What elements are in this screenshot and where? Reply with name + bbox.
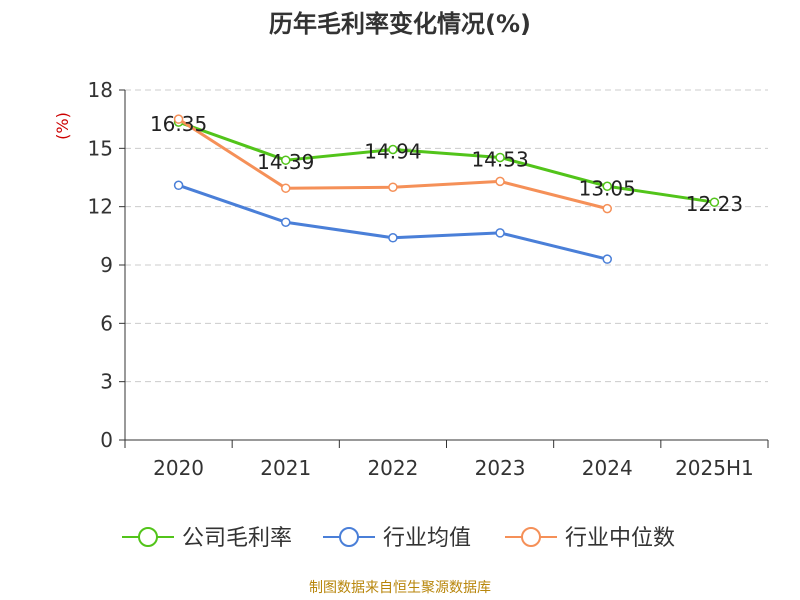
series-lines (173, 114, 720, 264)
x-tick-label: 2024 (582, 456, 633, 480)
legend-marker (521, 527, 541, 547)
legend-label: 行业均值 (383, 526, 471, 551)
x-tick-label: 2022 (367, 456, 418, 480)
data-point (709, 197, 720, 207)
series-line (178, 120, 715, 204)
y-tick-label: 9 (100, 253, 113, 277)
data-point (388, 233, 398, 243)
series-line (178, 183, 608, 261)
data-labels: 16.35 14.39 14.94 14.53 13.05 12.23 (150, 112, 743, 216)
data-point (602, 203, 612, 214)
x-tick-label: 2020 (153, 456, 204, 480)
data-point (388, 182, 398, 192)
series-line (177, 117, 608, 211)
data-point (173, 114, 184, 124)
legend-label: 行业中位数 (565, 526, 675, 551)
data-point (495, 152, 505, 163)
data-point (281, 183, 291, 193)
x-tick-label: 2021 (260, 456, 311, 480)
y-tick-label: 6 (100, 311, 113, 335)
axes: 0 3 6 9 12 15 18 2020 2021 2022 2023 2024 2025H1 (%) (53, 78, 769, 480)
y-tick-label: 3 (100, 370, 113, 394)
data-label: 14.53 (471, 147, 528, 171)
data-label: 14.39 (257, 150, 314, 174)
legend-label: 公司毛利率 (182, 526, 292, 551)
data-point (281, 155, 291, 165)
x-tick-label: 2023 (475, 456, 526, 480)
data-point (495, 176, 505, 187)
data-point (602, 181, 612, 191)
data-label: 14.94 (364, 140, 421, 164)
legend: 公司毛利率 行业均值 行业中位数 (122, 526, 675, 551)
footer-source: 制图数据来自恒生聚源数据库 (309, 580, 491, 596)
y-tick-label: 12 (88, 195, 113, 219)
data-label: 12.23 (686, 192, 743, 216)
legend-marker (138, 527, 158, 547)
data-label: 13.05 (579, 176, 636, 200)
grid-lines (125, 89, 768, 383)
data-point (495, 228, 505, 238)
data-point (602, 254, 612, 264)
y-axis-label: (%) (53, 112, 72, 140)
legend-marker (339, 527, 359, 547)
x-tick-label: 2025H1 (675, 456, 754, 480)
y-tick-label: 18 (88, 78, 113, 102)
y-tick-label: 15 (88, 136, 113, 160)
data-point (173, 180, 184, 191)
data-point (388, 144, 398, 155)
data-point (281, 217, 291, 227)
chart-title: 历年毛利率变化情况(%) (269, 10, 531, 38)
data-label: 16.35 (150, 112, 207, 136)
y-tick-label: 0 (100, 428, 113, 452)
